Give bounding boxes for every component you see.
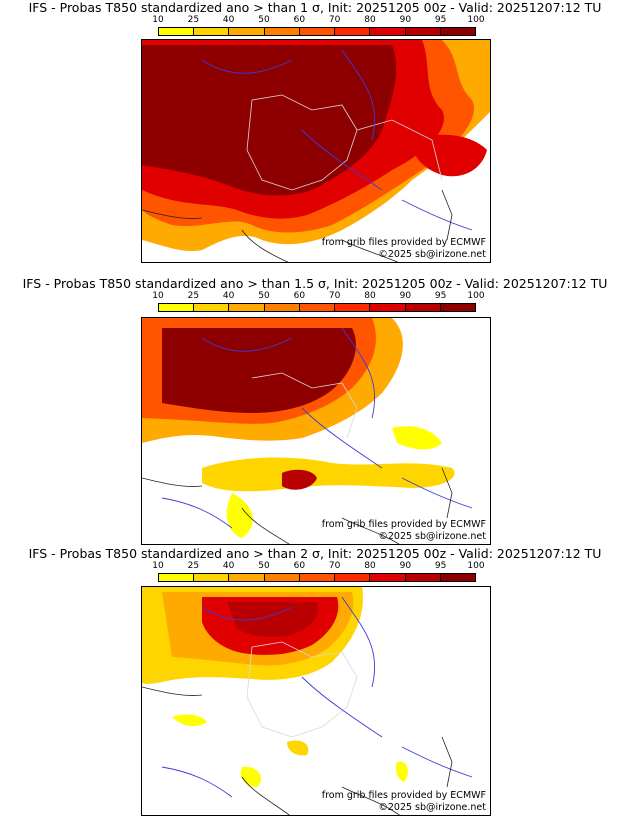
colorbar <box>158 573 476 582</box>
colorbar-segment <box>335 28 371 35</box>
panel-title: IFS - Probas T850 standardized ano > tha… <box>28 0 602 15</box>
colorbar-tick-label: 60 <box>293 291 306 301</box>
source-credit: from grib files provided by ECMWF <box>321 237 486 248</box>
colorbar-segment <box>194 574 230 581</box>
colorbar-segment <box>405 304 441 311</box>
colorbar-segment <box>264 304 300 311</box>
copyright-credit: ©2025 sb@irizone.net <box>378 249 486 260</box>
colorbar-segment <box>370 304 406 311</box>
colorbar-tick-label: 40 <box>222 291 235 301</box>
probability-map: from grib files provided by ECMWF ©2025 … <box>141 39 491 263</box>
colorbar-tick-label: 60 <box>293 15 306 25</box>
colorbar-segment <box>299 28 336 35</box>
colorbar-tick-label: 100 <box>467 291 485 301</box>
colorbar-tick-label: 95 <box>434 561 447 571</box>
map-graphic <box>142 587 473 815</box>
map-graphic <box>142 318 473 544</box>
colorbar-tick-label: 50 <box>258 561 270 571</box>
colorbar-tick-label: 10 <box>152 561 164 571</box>
source-credit: from grib files provided by ECMWF <box>321 790 486 801</box>
colorbar-segment <box>299 304 336 311</box>
panel-title: IFS - Probas T850 standardized ano > tha… <box>22 276 608 291</box>
colorbar-tick-label: 60 <box>293 561 306 571</box>
map-panel-1: IFS - Probas T850 standardized ano > tha… <box>0 0 630 276</box>
map-panel-2: IFS - Probas T850 standardized ano > tha… <box>0 276 630 546</box>
colorbar <box>158 303 476 312</box>
colorbar-tick-label: 50 <box>258 291 270 301</box>
colorbar-segment <box>299 574 336 581</box>
colorbar-segment <box>194 304 230 311</box>
copyright-credit: ©2025 sb@irizone.net <box>378 531 486 542</box>
colorbar-tick-label: 25 <box>187 15 200 25</box>
source-credit: from grib files provided by ECMWF <box>321 519 486 530</box>
colorbar-tick-label: 80 <box>364 15 376 25</box>
colorbar-segment <box>194 28 230 35</box>
colorbar-tick-label: 25 <box>187 561 200 571</box>
colorbar-segment <box>159 574 195 581</box>
colorbar-segment <box>264 574 300 581</box>
colorbar-segment <box>335 304 371 311</box>
colorbar-segment <box>264 28 300 35</box>
colorbar-segment <box>370 28 406 35</box>
colorbar-tick-label: 90 <box>399 291 412 301</box>
colorbar-tick-labels: 10 25 40 50 60 70 80 90 95 100 <box>152 291 484 302</box>
colorbar-tick-label: 90 <box>399 15 412 25</box>
colorbar-tick-label: 70 <box>328 561 341 571</box>
colorbar-segment <box>405 28 441 35</box>
colorbar-tick-label: 70 <box>328 15 341 25</box>
colorbar-tick-label: 95 <box>434 15 447 25</box>
colorbar-tick-label: 25 <box>187 291 200 301</box>
colorbar-segment <box>405 574 441 581</box>
colorbar-segment <box>159 304 195 311</box>
panel-title: IFS - Probas T850 standardized ano > tha… <box>28 546 602 561</box>
colorbar-segment <box>229 304 265 311</box>
colorbar-tick-label: 80 <box>364 291 376 301</box>
colorbar-segment <box>440 304 475 311</box>
colorbar-tick-label: 40 <box>222 561 235 571</box>
colorbar-tick-label: 50 <box>258 15 270 25</box>
colorbar-segment <box>370 574 406 581</box>
copyright-credit: ©2025 sb@irizone.net <box>378 802 486 813</box>
colorbar-tick-label: 100 <box>467 561 485 571</box>
colorbar-tick-label: 95 <box>434 291 447 301</box>
map-graphic <box>142 40 490 262</box>
colorbar-tick-label: 10 <box>152 291 164 301</box>
map-panel-3: IFS - Probas T850 standardized ano > tha… <box>0 546 630 828</box>
colorbar-tick-label: 10 <box>152 15 164 25</box>
colorbar <box>158 27 476 36</box>
probability-map: from grib files provided by ECMWF ©2025 … <box>141 586 491 816</box>
colorbar-tick-label: 40 <box>222 15 235 25</box>
colorbar-tick-labels: 10 25 40 50 60 70 80 90 95 100 <box>152 15 484 26</box>
colorbar-segment <box>229 28 265 35</box>
colorbar-tick-labels: 10 25 40 50 60 70 80 90 95 100 <box>152 561 484 572</box>
colorbar-tick-label: 80 <box>364 561 376 571</box>
colorbar-segment <box>440 28 475 35</box>
colorbar-segment <box>159 28 195 35</box>
colorbar-tick-label: 70 <box>328 291 341 301</box>
colorbar-segment <box>440 574 475 581</box>
colorbar-segment <box>229 574 265 581</box>
colorbar-tick-label: 100 <box>467 15 485 25</box>
colorbar-tick-label: 90 <box>399 561 412 571</box>
colorbar-segment <box>335 574 371 581</box>
probability-map: from grib files provided by ECMWF ©2025 … <box>141 317 491 545</box>
